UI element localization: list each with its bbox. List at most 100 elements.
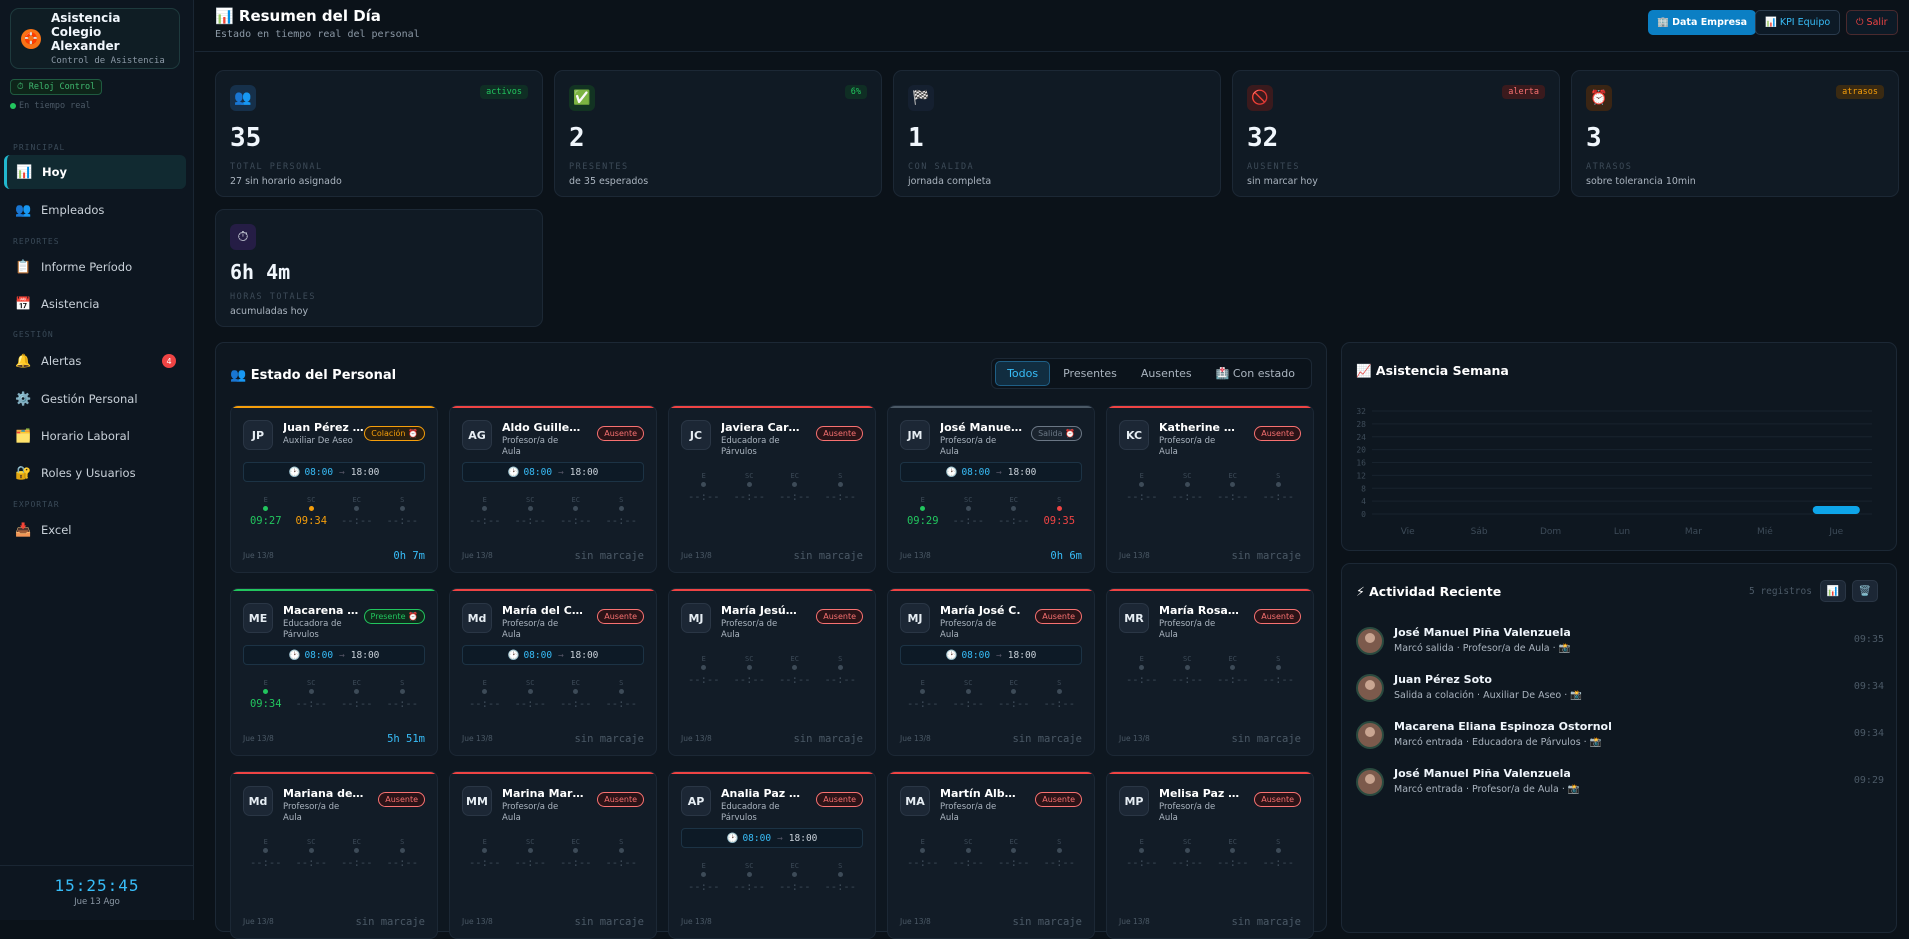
nav-item-roles[interactable]: 🔐 Roles y Usuarios bbox=[4, 456, 186, 490]
staff-card[interactable]: JM José Manuel Piña Profesor/a de Aula S… bbox=[887, 405, 1095, 573]
mark-label: EC bbox=[352, 496, 361, 504]
nav-section-reportes: REPORTES bbox=[13, 237, 60, 246]
kpi-atrasos[interactable]: ⏰ atrasos 3 ATRASOS sobre tolerancia 10m… bbox=[1571, 70, 1899, 197]
mark-slot: S --:-- bbox=[1256, 655, 1302, 686]
punch-marks: E --:-- SC --:-- EC --:-- S --:-- bbox=[900, 838, 1082, 869]
kpi-con-salida[interactable]: 🏁 1 CON SALIDA jornada completa bbox=[893, 70, 1221, 197]
mark-slot: SC --:-- bbox=[508, 496, 554, 527]
kpi-total-personal[interactable]: 👥 activos 35 TOTAL PERSONAL 27 sin horar… bbox=[215, 70, 543, 197]
activity-name: Juan Pérez Soto bbox=[1394, 673, 1492, 686]
mark-slot: E 09:27 bbox=[243, 496, 289, 527]
mark-slot: E --:-- bbox=[681, 472, 727, 503]
mark-time: --:-- bbox=[824, 881, 857, 893]
kpi-horas-totales[interactable]: ⏱ 6h 4m HORAS TOTALES acumuladas hoy bbox=[215, 209, 543, 327]
mark-dot-icon bbox=[965, 689, 971, 694]
activity-count: 5 registros bbox=[1749, 586, 1812, 597]
staff-card[interactable]: AP Analia Paz M. Educadora de Párvulos A… bbox=[668, 771, 876, 939]
staff-card[interactable]: MA Martín Alberto Profesor/a de Aula Aus… bbox=[887, 771, 1095, 939]
card-date: Jue 13/8 bbox=[462, 734, 493, 743]
activity-chart-button[interactable]: 📊 bbox=[1820, 580, 1846, 602]
staff-role: Auxiliar De Aseo bbox=[283, 436, 353, 446]
mark-label: S bbox=[1057, 838, 1062, 846]
nav-item-asistencia[interactable]: 📅 Asistencia bbox=[4, 287, 186, 321]
activity-item[interactable]: José Manuel Piña Valenzuela Marcó entrad… bbox=[1356, 763, 1884, 803]
staff-card[interactable]: MJ María José C. Profesor/a de Aula Ause… bbox=[887, 588, 1095, 756]
nav-item-excel[interactable]: 📥 Excel bbox=[4, 513, 186, 547]
activity-item[interactable]: Macarena Eliana Espinoza Ostornol Marcó … bbox=[1356, 716, 1884, 756]
lifebuoy-icon: 🛟 bbox=[21, 28, 41, 49]
mark-dot-icon bbox=[837, 872, 843, 877]
punch-marks: E --:-- SC --:-- EC --:-- S --:-- bbox=[462, 679, 644, 710]
activity-item[interactable]: Juan Pérez Soto Salida a colación · Auxi… bbox=[1356, 669, 1884, 709]
tab-presentes[interactable]: Presentes bbox=[1063, 367, 1117, 380]
staff-card[interactable]: JP Juan Pérez Soto Auxiliar De Aseo Cola… bbox=[230, 405, 438, 573]
nav-item-empleados[interactable]: 👥 Empleados bbox=[4, 193, 186, 227]
activity-delete-button[interactable]: 🗑️ bbox=[1852, 580, 1878, 602]
staff-card[interactable]: AG Aldo Guillermo Profesor/a de Aula Aus… bbox=[449, 405, 657, 573]
brand-box[interactable]: 🛟 Asistencia Colegio Alexander Control d… bbox=[10, 8, 180, 69]
kpi-equipo-button[interactable]: 📊 KPI Equipo bbox=[1755, 10, 1841, 35]
mark-slot: E --:-- bbox=[1119, 655, 1165, 686]
arrow-icon: → bbox=[558, 466, 564, 478]
staff-card[interactable]: MJ María Jesús P. Profesor/a de Aula Aus… bbox=[668, 588, 876, 756]
mark-time: --:-- bbox=[468, 515, 501, 527]
nav-item-horario[interactable]: 🗂️ Horario Laboral bbox=[4, 419, 186, 453]
staff-card[interactable]: Md María del Carmen Profesor/a de Aula A… bbox=[449, 588, 657, 756]
kpi-tag: atrasos bbox=[1836, 85, 1884, 99]
chart-icon: 📊 bbox=[16, 164, 33, 180]
kpi-presentes[interactable]: ✅ 6% 2 PRESENTES de 35 esperados bbox=[554, 70, 882, 197]
data-empresa-button[interactable]: 🏢 Data Empresa bbox=[1648, 10, 1757, 35]
mark-label: EC bbox=[1009, 679, 1018, 687]
clock-icon: 🕑 bbox=[288, 466, 301, 478]
card-hours: sin marcaje bbox=[1231, 550, 1301, 562]
staff-card[interactable]: KC Katherine Cecilia Profesor/a de Aula … bbox=[1106, 405, 1314, 573]
staff-name: María José C. bbox=[940, 604, 1021, 617]
staff-card[interactable]: JC Javiera Carolina Educadora de Párvulo… bbox=[668, 405, 876, 573]
kpi-ausentes[interactable]: 🚫 alerta 32 AUSENTES sin marcar hoy bbox=[1232, 70, 1560, 197]
nav-item-informe[interactable]: 📋 Informe Período bbox=[4, 250, 186, 284]
card-date: Jue 13/8 bbox=[900, 734, 931, 743]
mark-slot: EC --:-- bbox=[1210, 472, 1256, 503]
mark-time: --:-- bbox=[295, 698, 328, 710]
activity-desc: Marcó entrada · Educadora de Párvulos · … bbox=[1394, 737, 1602, 748]
mark-slot: E --:-- bbox=[681, 655, 727, 686]
staff-card[interactable]: MP Melisa Paz Se. Profesor/a de Aula Aus… bbox=[1106, 771, 1314, 939]
clock-icon: 🕑 bbox=[507, 466, 520, 478]
staff-name: Javiera Carolina bbox=[721, 421, 803, 434]
tab-todos[interactable]: Todos bbox=[995, 361, 1051, 386]
punch-marks: E 09:34 SC --:-- EC --:-- S --:-- bbox=[243, 679, 425, 710]
avatar bbox=[1356, 768, 1384, 796]
mark-dot-icon bbox=[1275, 665, 1281, 670]
salir-button[interactable]: ⏻ Salir bbox=[1846, 10, 1898, 35]
mark-dot-icon bbox=[1056, 689, 1062, 694]
recent-activity-panel: ⚡ Actividad Reciente 5 registros 📊 🗑️ Jo… bbox=[1341, 563, 1897, 933]
activity-item[interactable]: José Manuel Piña Valenzuela Marcó salida… bbox=[1356, 622, 1884, 662]
reloj-control-button[interactable]: ⏱ Reloj Control bbox=[10, 79, 103, 95]
mark-time: --:-- bbox=[997, 515, 1030, 527]
mark-slot: E --:-- bbox=[462, 679, 508, 710]
schedule-start: 08:00 bbox=[523, 649, 553, 661]
mark-slot: S --:-- bbox=[599, 496, 645, 527]
staff-card[interactable]: MM Marina Margarita Profesor/a de Aula A… bbox=[449, 771, 657, 939]
mark-label: SC bbox=[964, 496, 973, 504]
staff-card[interactable]: ME Macarena Eliana Educadora de Párvulos… bbox=[230, 588, 438, 756]
staff-card[interactable]: MR María Rosario Profesor/a de Aula Ause… bbox=[1106, 588, 1314, 756]
mark-dot-icon bbox=[701, 482, 707, 487]
tab-ausentes[interactable]: Ausentes bbox=[1140, 367, 1192, 380]
staff-name: María Rosario bbox=[1159, 604, 1241, 617]
avatar: MA bbox=[900, 786, 930, 816]
nav-label: Horario Laboral bbox=[41, 429, 130, 443]
nav-label: Asistencia bbox=[41, 297, 100, 311]
mark-dot-icon bbox=[482, 848, 488, 853]
bell-icon: 🔔 bbox=[15, 353, 32, 369]
mark-time: --:-- bbox=[824, 674, 857, 686]
mark-dot-icon bbox=[965, 848, 971, 853]
nav-item-hoy[interactable]: 📊 Hoy bbox=[4, 155, 186, 189]
staff-card[interactable]: Md Mariana de L. Profesor/a de Aula Ause… bbox=[230, 771, 438, 939]
nav-item-gestion-personal[interactable]: ⚙️ Gestión Personal bbox=[4, 382, 186, 416]
status-stripe bbox=[1107, 772, 1313, 774]
nav-item-alertas[interactable]: 🔔 Alertas 4 bbox=[4, 344, 186, 378]
mark-label: SC bbox=[307, 838, 316, 846]
tab-con-estado[interactable]: 🏥 Con estado bbox=[1215, 367, 1295, 380]
mark-slot: EC --:-- bbox=[991, 679, 1037, 710]
